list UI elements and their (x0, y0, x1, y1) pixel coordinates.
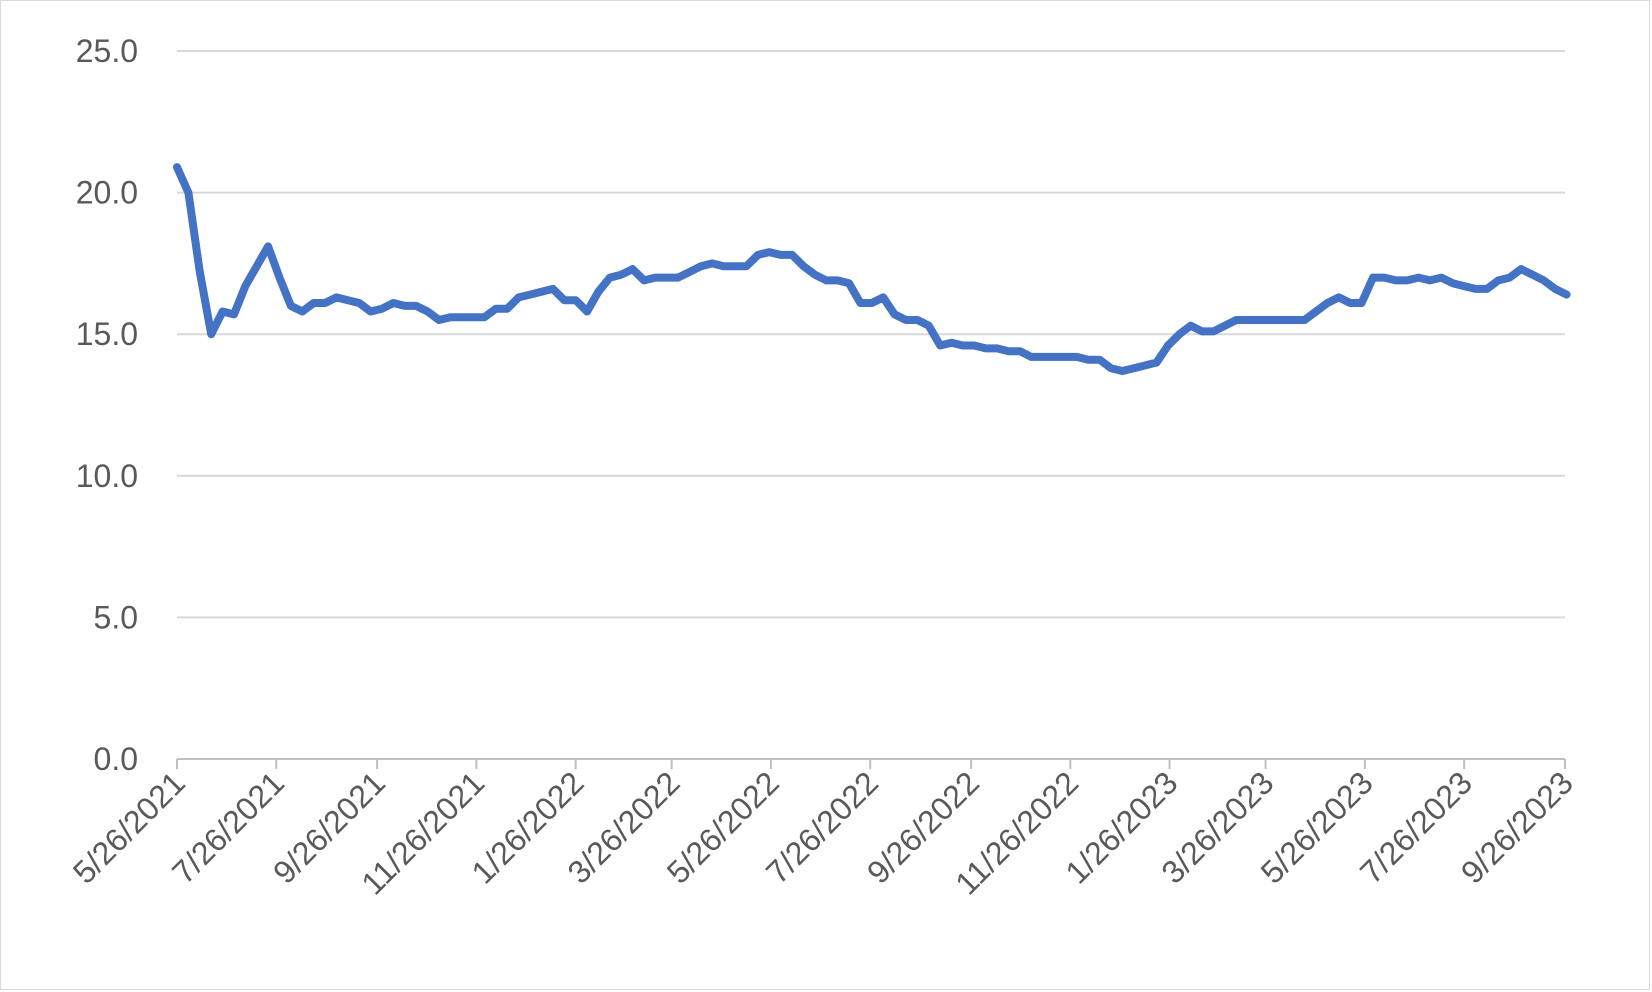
series-line (173, 163, 1571, 375)
y-axis-tick-labels: 0.0 5.0 10.0 15.0 20.0 25.0 (76, 33, 138, 777)
y-tick-label: 25.0 (76, 33, 138, 69)
y-tick-label: 20.0 (76, 175, 138, 211)
series-layer (173, 163, 1571, 375)
y-tick-label: 0.0 (94, 741, 138, 777)
y-tick-label: 10.0 (76, 458, 138, 494)
y-tick-label: 5.0 (94, 599, 138, 635)
y-tick-label: 15.0 (76, 316, 138, 352)
x-axis: 5/26/20217/26/20219/26/202111/26/20211/2… (66, 758, 1580, 902)
x-tick-label: 9/26/2023 (1454, 764, 1580, 890)
gridlines (177, 50, 1565, 619)
